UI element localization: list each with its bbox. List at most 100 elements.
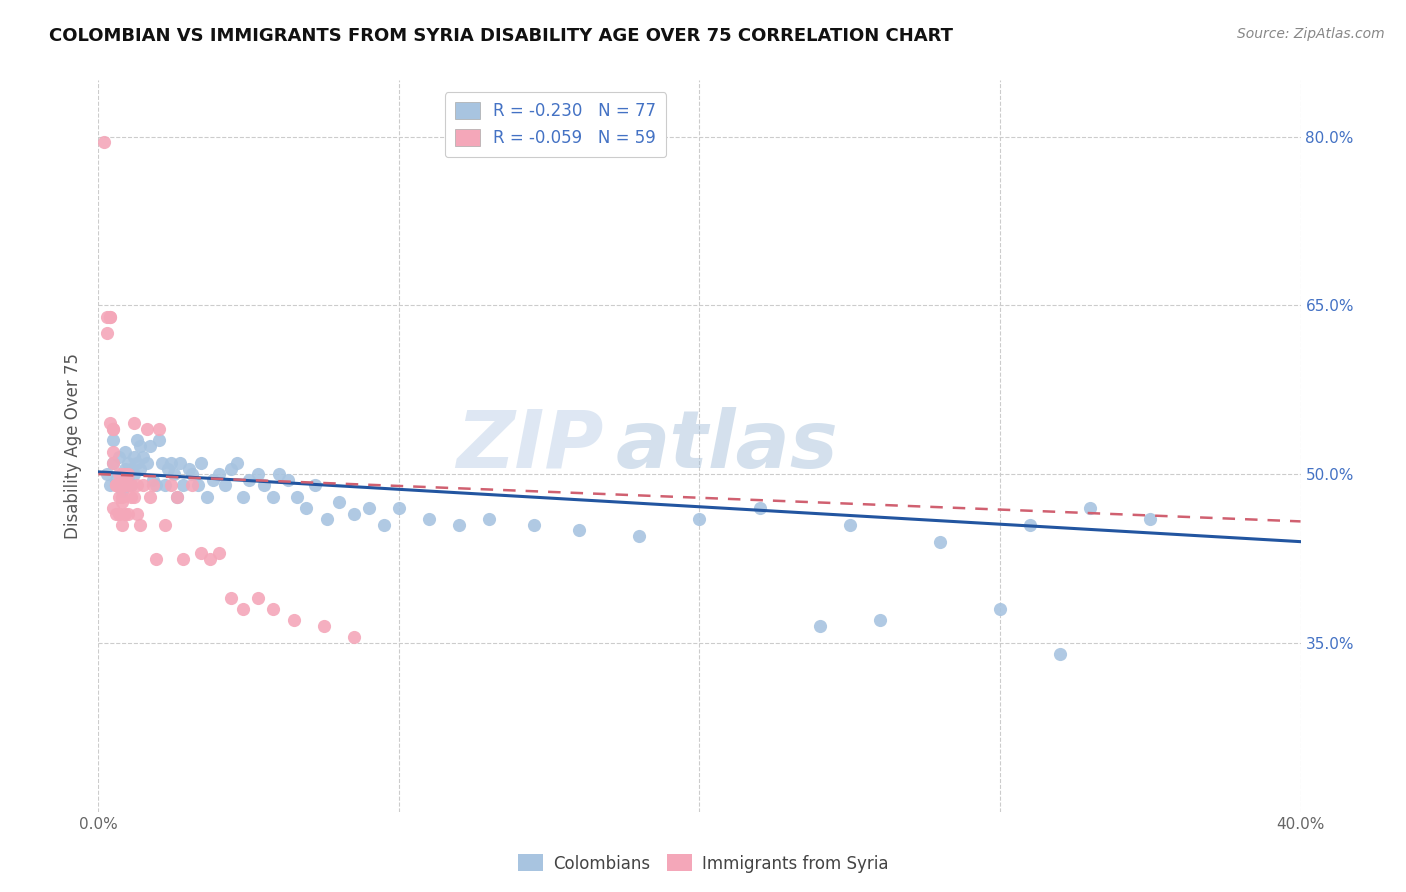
Point	[96, 310, 118, 324]
Point	[111, 483, 134, 498]
Point	[108, 490, 131, 504]
Point	[145, 551, 167, 566]
Point	[238, 473, 260, 487]
Legend: R = -0.230   N = 77, R = -0.059   N = 59: R = -0.230 N = 77, R = -0.059 N = 59	[444, 92, 666, 157]
Point	[312, 619, 335, 633]
Point	[124, 467, 146, 482]
Point	[357, 500, 380, 515]
Point	[135, 456, 157, 470]
Point	[117, 467, 139, 482]
Point	[111, 495, 134, 509]
Point	[689, 512, 711, 526]
Point	[262, 602, 284, 616]
Point	[283, 614, 305, 628]
Point	[190, 456, 212, 470]
Point	[127, 434, 149, 448]
Point	[129, 517, 152, 532]
Point	[121, 478, 143, 492]
Point	[111, 467, 134, 482]
Point	[1049, 647, 1071, 661]
Point	[315, 512, 337, 526]
Point	[180, 467, 202, 482]
Point	[96, 467, 118, 482]
Point	[124, 490, 146, 504]
Point	[100, 417, 122, 431]
Point	[127, 456, 149, 470]
Point	[343, 507, 366, 521]
Text: ZIP: ZIP	[456, 407, 603, 485]
Point	[103, 456, 125, 470]
Point	[100, 310, 122, 324]
Point	[253, 478, 276, 492]
Point	[1078, 500, 1101, 515]
Point	[418, 512, 440, 526]
Point	[100, 478, 122, 492]
Point	[103, 422, 125, 436]
Point	[166, 490, 188, 504]
Point	[108, 507, 131, 521]
Y-axis label: Disability Age Over 75: Disability Age Over 75	[65, 353, 83, 539]
Point	[373, 517, 395, 532]
Point	[169, 456, 191, 470]
Point	[117, 507, 139, 521]
Point	[127, 507, 149, 521]
Point	[132, 478, 155, 492]
Point	[628, 529, 651, 543]
Point	[108, 478, 131, 492]
Point	[172, 551, 194, 566]
Point	[124, 450, 146, 465]
Point	[111, 490, 134, 504]
Point	[153, 517, 176, 532]
Point	[148, 434, 170, 448]
Point	[141, 473, 163, 487]
Point	[135, 422, 157, 436]
Point	[103, 456, 125, 470]
Point	[162, 467, 184, 482]
Point	[129, 461, 152, 475]
Point	[159, 478, 181, 492]
Point	[219, 591, 242, 605]
Point	[114, 461, 136, 475]
Point	[166, 490, 188, 504]
Point	[150, 456, 173, 470]
Point	[103, 444, 125, 458]
Point	[447, 517, 470, 532]
Point	[190, 546, 212, 560]
Point	[208, 546, 231, 560]
Point	[111, 517, 134, 532]
Point	[93, 135, 115, 149]
Point	[159, 456, 181, 470]
Point	[195, 490, 218, 504]
Point	[267, 467, 290, 482]
Point	[523, 517, 546, 532]
Point	[1019, 517, 1042, 532]
Point	[838, 517, 860, 532]
Point	[121, 490, 143, 504]
Point	[145, 478, 167, 492]
Text: atlas: atlas	[616, 407, 838, 485]
Point	[108, 478, 131, 492]
Point	[328, 495, 350, 509]
Point	[141, 478, 163, 492]
Point	[201, 473, 224, 487]
Point	[132, 450, 155, 465]
Point	[138, 490, 160, 504]
Point	[117, 478, 139, 492]
Point	[103, 500, 125, 515]
Point	[105, 478, 128, 492]
Point	[111, 467, 134, 482]
Point	[180, 478, 202, 492]
Point	[129, 439, 152, 453]
Point	[156, 461, 179, 475]
Point	[105, 478, 128, 492]
Point	[343, 630, 366, 644]
Point	[748, 500, 770, 515]
Point	[172, 478, 194, 492]
Point	[121, 478, 143, 492]
Point	[214, 478, 236, 492]
Point	[108, 467, 131, 482]
Point	[124, 417, 146, 431]
Point	[111, 478, 134, 492]
Point	[127, 478, 149, 492]
Point	[105, 473, 128, 487]
